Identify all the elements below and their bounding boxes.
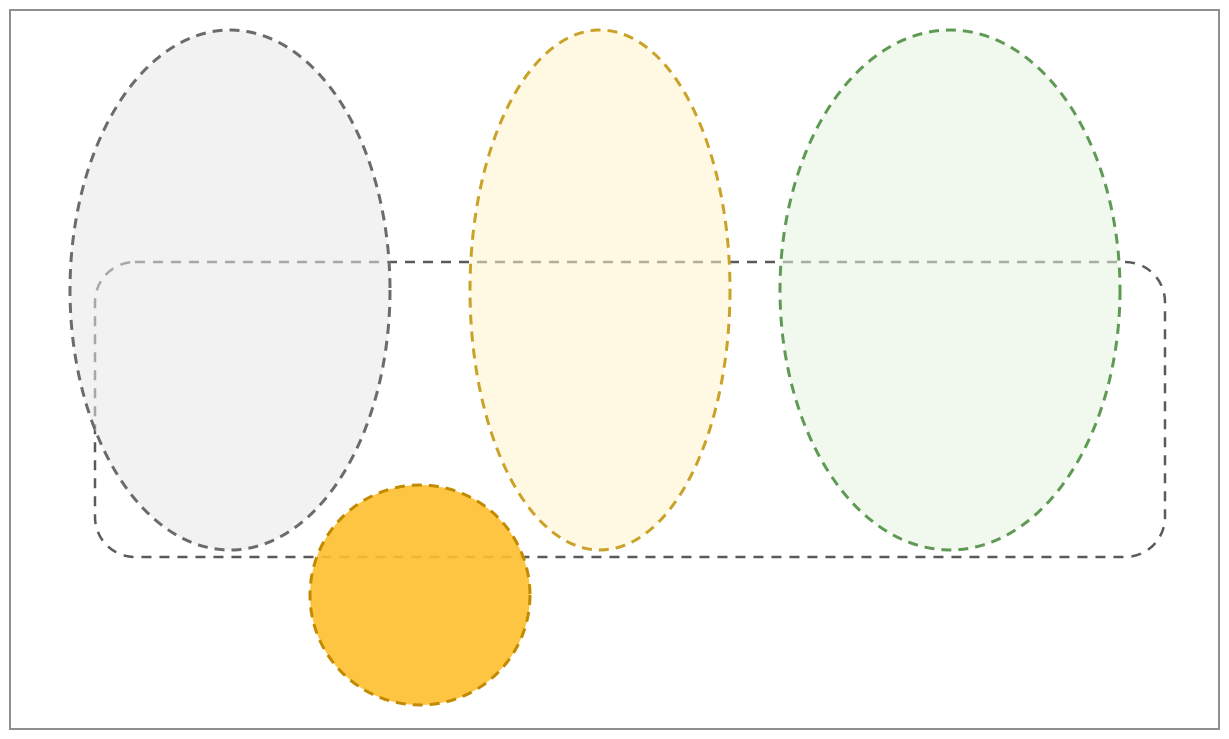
- org-ellipse: [70, 30, 390, 550]
- diagram-canvas: [0, 0, 1229, 739]
- org4-ellipse: [310, 485, 530, 705]
- org-ellipse: [470, 30, 730, 550]
- org-ellipse: [780, 30, 1120, 550]
